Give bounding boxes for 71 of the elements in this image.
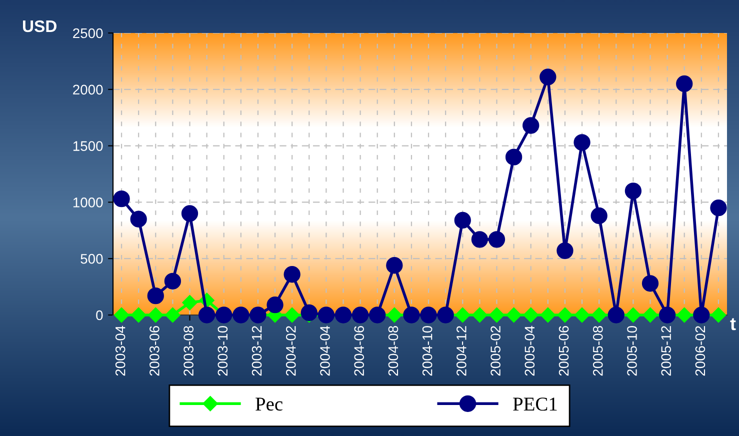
point bbox=[710, 307, 726, 323]
x-tick-label: 2005-06 bbox=[558, 326, 569, 376]
point bbox=[130, 210, 147, 228]
point bbox=[624, 182, 642, 200]
x-tick-label: 2006-02 bbox=[695, 326, 706, 376]
point bbox=[642, 307, 658, 323]
x-tick-label: 2005-02 bbox=[490, 326, 500, 376]
x-tick-label: 2003-10 bbox=[218, 326, 228, 376]
x-tick-label: 2004-08 bbox=[388, 326, 398, 376]
point bbox=[266, 296, 284, 314]
y-axis-title: USD bbox=[23, 20, 56, 32]
x-tick-label: 2005-04 bbox=[524, 326, 535, 376]
point bbox=[626, 307, 641, 323]
y-tick-label: 500 bbox=[80, 254, 103, 264]
point bbox=[386, 307, 402, 323]
point bbox=[198, 306, 216, 324]
x-tick-label: 2005-12 bbox=[661, 326, 672, 376]
point bbox=[506, 307, 522, 323]
point bbox=[471, 231, 488, 248]
point bbox=[300, 304, 318, 322]
y-tick-label: 2500 bbox=[73, 28, 103, 38]
point bbox=[676, 307, 692, 323]
y-tick-label: 2000 bbox=[73, 84, 103, 95]
point bbox=[523, 307, 538, 323]
point bbox=[114, 307, 130, 323]
point bbox=[472, 307, 488, 323]
point bbox=[676, 75, 693, 92]
point bbox=[710, 200, 727, 216]
legend-label: Pec bbox=[256, 398, 282, 411]
point bbox=[386, 257, 403, 274]
point bbox=[574, 134, 590, 151]
point bbox=[540, 307, 556, 323]
point bbox=[148, 307, 164, 323]
point bbox=[165, 307, 180, 323]
point bbox=[522, 117, 540, 134]
point bbox=[284, 307, 300, 323]
y-tick-label: 0 bbox=[96, 310, 103, 320]
point bbox=[455, 307, 470, 323]
point bbox=[489, 307, 504, 323]
x-axis-title: t bbox=[730, 318, 736, 330]
point bbox=[454, 212, 471, 229]
x-tick-label: 2003-12 bbox=[252, 326, 262, 376]
y-tick-label: 1000 bbox=[73, 198, 103, 208]
x-tick-label: 2005-10 bbox=[627, 326, 637, 376]
point bbox=[590, 207, 608, 224]
x-tick-label: 2004-02 bbox=[286, 326, 296, 376]
x-tick-label: 2004-04 bbox=[320, 326, 330, 376]
point bbox=[592, 307, 607, 323]
point bbox=[164, 272, 182, 290]
legend-label: PEC1 bbox=[513, 398, 557, 411]
x-tick-label: 2004-06 bbox=[354, 326, 364, 376]
x-tick-label: 2003-08 bbox=[184, 326, 194, 376]
x-tick-label: 2003-06 bbox=[150, 326, 160, 376]
point bbox=[540, 68, 556, 86]
point bbox=[284, 266, 300, 283]
x-tick-label: 2003-04 bbox=[115, 326, 126, 376]
point bbox=[557, 307, 573, 323]
point bbox=[642, 275, 659, 292]
point bbox=[488, 231, 506, 248]
x-tick-label: 2004-12 bbox=[456, 326, 466, 376]
point bbox=[574, 307, 590, 323]
point bbox=[131, 307, 146, 323]
point bbox=[113, 190, 130, 208]
point bbox=[556, 242, 574, 260]
point bbox=[182, 295, 198, 310]
x-tick-label: 2004-10 bbox=[422, 326, 432, 376]
x-tick-label: 2005-08 bbox=[592, 326, 603, 376]
point bbox=[181, 205, 198, 222]
point bbox=[147, 287, 164, 304]
y-tick-label: 1500 bbox=[73, 141, 103, 151]
point bbox=[505, 148, 522, 166]
